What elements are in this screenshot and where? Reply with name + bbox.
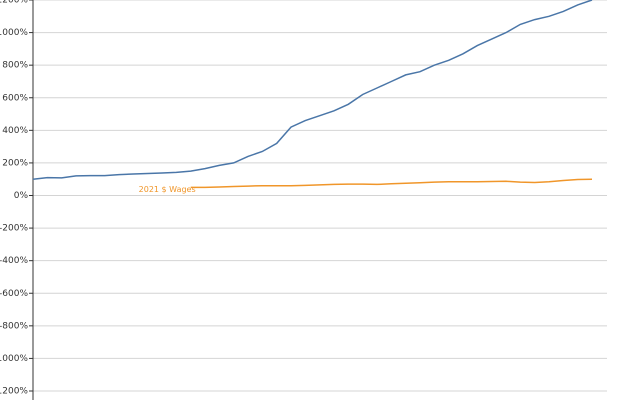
y-tick-label: 200%: [2, 158, 28, 168]
y-tick-label: -200%: [0, 224, 28, 234]
y-tick-label: 400%: [2, 126, 28, 136]
y-tick-label: 800%: [2, 61, 28, 71]
y-tick-label: -1200%: [0, 387, 28, 397]
y-tick-label: 0%: [14, 191, 29, 201]
y-tick-label: -400%: [0, 256, 28, 266]
y-tick-label: -1000%: [0, 354, 28, 364]
line-label: 2021 $ Wages: [139, 185, 196, 194]
line: [32, 0, 593, 180]
y-tick-label: 600%: [2, 93, 28, 103]
line: [190, 178, 593, 189]
y-tick-label: 1200%: [0, 0, 28, 6]
y-tick-label: -600%: [0, 289, 28, 299]
y-tick-label: 1000%: [0, 28, 28, 38]
y-tick-label: -800%: [0, 321, 28, 331]
